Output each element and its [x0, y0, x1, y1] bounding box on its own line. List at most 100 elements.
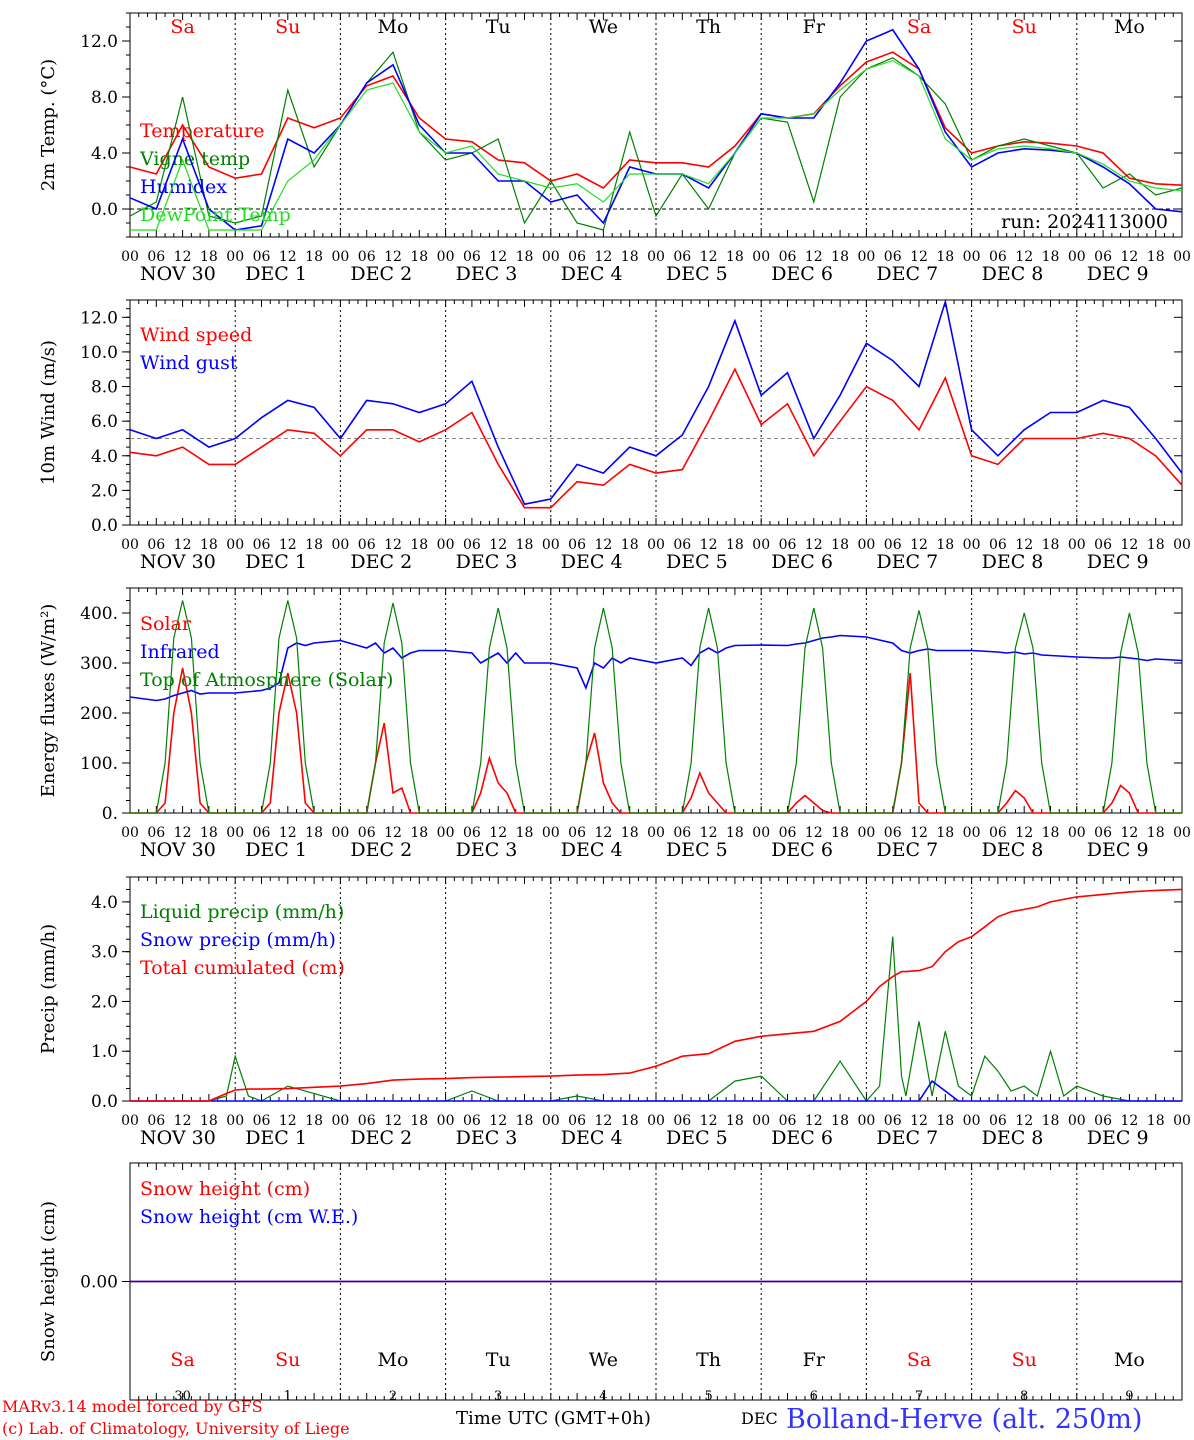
y-axis-label: Snow height (cm)	[38, 1201, 59, 1362]
hour-tick-label: 18	[1042, 1113, 1060, 1129]
hour-tick-label: 00	[437, 1113, 455, 1129]
hour-tick-label: 18	[1147, 249, 1165, 265]
legend-entry: DewPoint Temp	[140, 204, 291, 226]
hour-tick-label: 00	[647, 537, 665, 553]
day-name-label: Su	[1012, 1349, 1037, 1371]
hour-tick-label: 18	[1042, 537, 1060, 553]
y-tick-label: 0.0	[91, 200, 118, 220]
hour-tick-label: 00	[121, 537, 139, 553]
hour-tick-label: 18	[1147, 537, 1165, 553]
date-label: DEC 2	[350, 263, 412, 285]
hour-tick-label: 12	[910, 249, 928, 265]
hour-tick-label: 00	[542, 537, 560, 553]
hour-tick-label: 06	[568, 825, 586, 841]
y-axis-label: 2m Temp. (°C)	[38, 59, 59, 191]
panel-5: 0.00 Snow height (cm) Snow height (cm) Snow…	[38, 1162, 1183, 1404]
y-tick-label: 2.0	[91, 481, 118, 501]
date-label: DEC 5	[666, 263, 728, 285]
hour-tick-label: 18	[831, 249, 849, 265]
y-tick-label: 10.0	[80, 343, 118, 363]
hour-tick-label: 18	[305, 249, 323, 265]
hour-tick-label: 00	[1068, 249, 1086, 265]
hour-tick-label: 06	[1094, 537, 1112, 553]
hour-tick-label: 00	[1173, 825, 1191, 841]
hour-tick-label: 12	[174, 825, 192, 841]
date-label: DEC 3	[456, 551, 518, 573]
y-tick-label: 3.0	[91, 943, 118, 963]
hour-tick-label: 12	[1120, 249, 1138, 265]
day-number-label: 5	[704, 1389, 712, 1404]
hour-tick-label: 06	[253, 537, 271, 553]
day-name-label: Tu	[486, 1349, 511, 1371]
series-line-temperature	[129, 51, 1183, 189]
date-label: DEC 6	[771, 551, 833, 573]
hour-tick-label: 00	[1173, 249, 1191, 265]
hour-tick-label: 18	[1042, 825, 1060, 841]
series-line-wind-gust	[129, 301, 1183, 506]
hour-tick-label: 12	[594, 825, 612, 841]
date-label: DEC 3	[456, 839, 518, 861]
hour-tick-label: 00	[647, 825, 665, 841]
date-label: DEC 9	[1087, 1127, 1149, 1149]
hour-tick-label: 06	[147, 249, 165, 265]
legend-entry: Temperature	[140, 120, 264, 142]
hour-tick-label: 12	[805, 825, 823, 841]
hour-tick-label: 00	[857, 537, 875, 553]
hour-tick-label: 06	[253, 1113, 271, 1129]
date-label: DEC 3	[456, 263, 518, 285]
hour-tick-label: 06	[1094, 249, 1112, 265]
hour-tick-label: 18	[305, 1113, 323, 1129]
lab-credit: (c) Lab. of Climatology, University of L…	[2, 1419, 350, 1438]
hour-tick-label: 06	[884, 1113, 902, 1129]
hour-tick-label: 18	[831, 825, 849, 841]
hour-tick-label: 12	[1015, 249, 1033, 265]
date-label: DEC 2	[350, 551, 412, 573]
hour-tick-label: 06	[463, 249, 481, 265]
hour-tick-label: 18	[621, 537, 639, 553]
panel-1: 0.0 4.0 8.0 12.0 2m Temp. (°C) Temperature Vig…	[38, 12, 1191, 285]
hour-tick-label: 06	[568, 537, 586, 553]
y-tick-label: 400.	[80, 604, 118, 624]
legend-entry: Wind gust	[140, 352, 238, 374]
y-axis-label: Energy fluxes (W/m²)	[38, 604, 59, 798]
hour-tick-label: 06	[884, 249, 902, 265]
date-label: DEC 2	[350, 1127, 412, 1149]
date-label: DEC 1	[245, 263, 307, 285]
hour-tick-label: 12	[1120, 537, 1138, 553]
hour-tick-label: 00	[963, 537, 981, 553]
day-name-label: Mo	[378, 16, 409, 38]
hour-tick-label: 18	[831, 537, 849, 553]
hour-tick-label: 12	[594, 249, 612, 265]
hour-tick-label: 00	[542, 1113, 560, 1129]
day-name-label: Sa	[907, 16, 931, 38]
hour-tick-label: 12	[805, 249, 823, 265]
panel-2: 0.0 2.0 4.0 6.0 8.0 10.0 12.0 10m Wind (m/s) Win…	[38, 299, 1191, 573]
date-label: DEC 5	[666, 551, 728, 573]
y-tick-label: 300.	[80, 654, 118, 674]
hour-tick-label: 18	[936, 825, 954, 841]
hour-tick-label: 12	[910, 1113, 928, 1129]
hour-tick-label: 06	[673, 825, 691, 841]
hour-tick-label: 06	[989, 1113, 1007, 1129]
y-tick-label: 0.	[102, 804, 118, 824]
hour-tick-label: 18	[305, 825, 323, 841]
date-label: DEC 4	[561, 263, 623, 285]
hour-tick-label: 18	[200, 825, 218, 841]
hour-tick-label: 12	[174, 1113, 192, 1129]
date-label: DEC 9	[1087, 263, 1149, 285]
hour-tick-label: 12	[489, 825, 507, 841]
hour-tick-label: 12	[805, 1113, 823, 1129]
hour-tick-label: 12	[1015, 825, 1033, 841]
hour-tick-label: 18	[621, 249, 639, 265]
hour-tick-label: 06	[673, 537, 691, 553]
hour-tick-label: 00	[226, 1113, 244, 1129]
time-axis-label: Time UTC (GMT+0h)	[456, 1408, 651, 1429]
model-credit: MARv3.14 model forced by GFS	[2, 1397, 263, 1416]
date-label: DEC 1	[245, 1127, 307, 1149]
date-label: NOV 30	[140, 1127, 216, 1149]
hour-tick-label: 12	[174, 249, 192, 265]
day-name-label: Fr	[803, 1349, 826, 1371]
hour-tick-label: 00	[331, 537, 349, 553]
legend-entry: Total cumulated (cm)	[140, 957, 345, 979]
hour-tick-label: 00	[121, 825, 139, 841]
